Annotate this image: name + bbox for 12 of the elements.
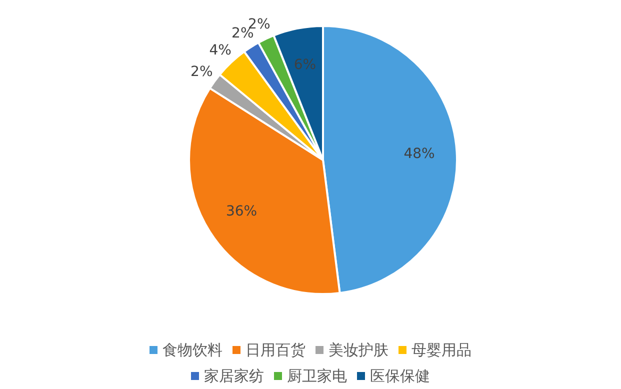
data-label: 36% xyxy=(226,204,258,220)
data-label: 4% xyxy=(209,42,232,59)
legend-label: 家居家纺 xyxy=(204,367,264,385)
data-label: 2% xyxy=(190,64,213,80)
legend-label: 日用百货 xyxy=(246,341,306,359)
data-label: 6% xyxy=(294,57,316,74)
data-label: 48% xyxy=(404,146,435,162)
legend-label: 食物饮料 xyxy=(162,341,222,359)
legend-label: 厨卫家电 xyxy=(287,367,347,385)
legend-label: 美妆护肤 xyxy=(328,341,388,359)
legend-label: 母婴用品 xyxy=(412,341,472,359)
legend-label: 医保保健 xyxy=(370,367,430,385)
